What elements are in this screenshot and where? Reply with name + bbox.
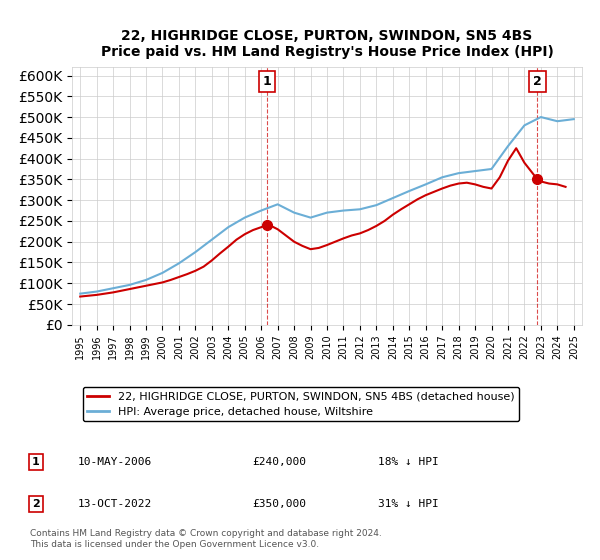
Legend: 22, HIGHRIDGE CLOSE, PURTON, SWINDON, SN5 4BS (detached house), HPI: Average pri: 22, HIGHRIDGE CLOSE, PURTON, SWINDON, SN… (83, 387, 519, 422)
Text: 1: 1 (32, 457, 40, 467)
Text: 31% ↓ HPI: 31% ↓ HPI (378, 499, 439, 509)
Text: 18% ↓ HPI: 18% ↓ HPI (378, 457, 439, 467)
Text: 2: 2 (533, 75, 542, 88)
Text: 2: 2 (32, 499, 40, 509)
Text: £240,000: £240,000 (252, 457, 306, 467)
Text: £350,000: £350,000 (252, 499, 306, 509)
Text: Contains HM Land Registry data © Crown copyright and database right 2024.
This d: Contains HM Land Registry data © Crown c… (30, 529, 382, 549)
Text: 1: 1 (263, 75, 271, 88)
Text: 13-OCT-2022: 13-OCT-2022 (78, 499, 152, 509)
Text: 10-MAY-2006: 10-MAY-2006 (78, 457, 152, 467)
Title: 22, HIGHRIDGE CLOSE, PURTON, SWINDON, SN5 4BS
Price paid vs. HM Land Registry's : 22, HIGHRIDGE CLOSE, PURTON, SWINDON, SN… (101, 29, 553, 59)
